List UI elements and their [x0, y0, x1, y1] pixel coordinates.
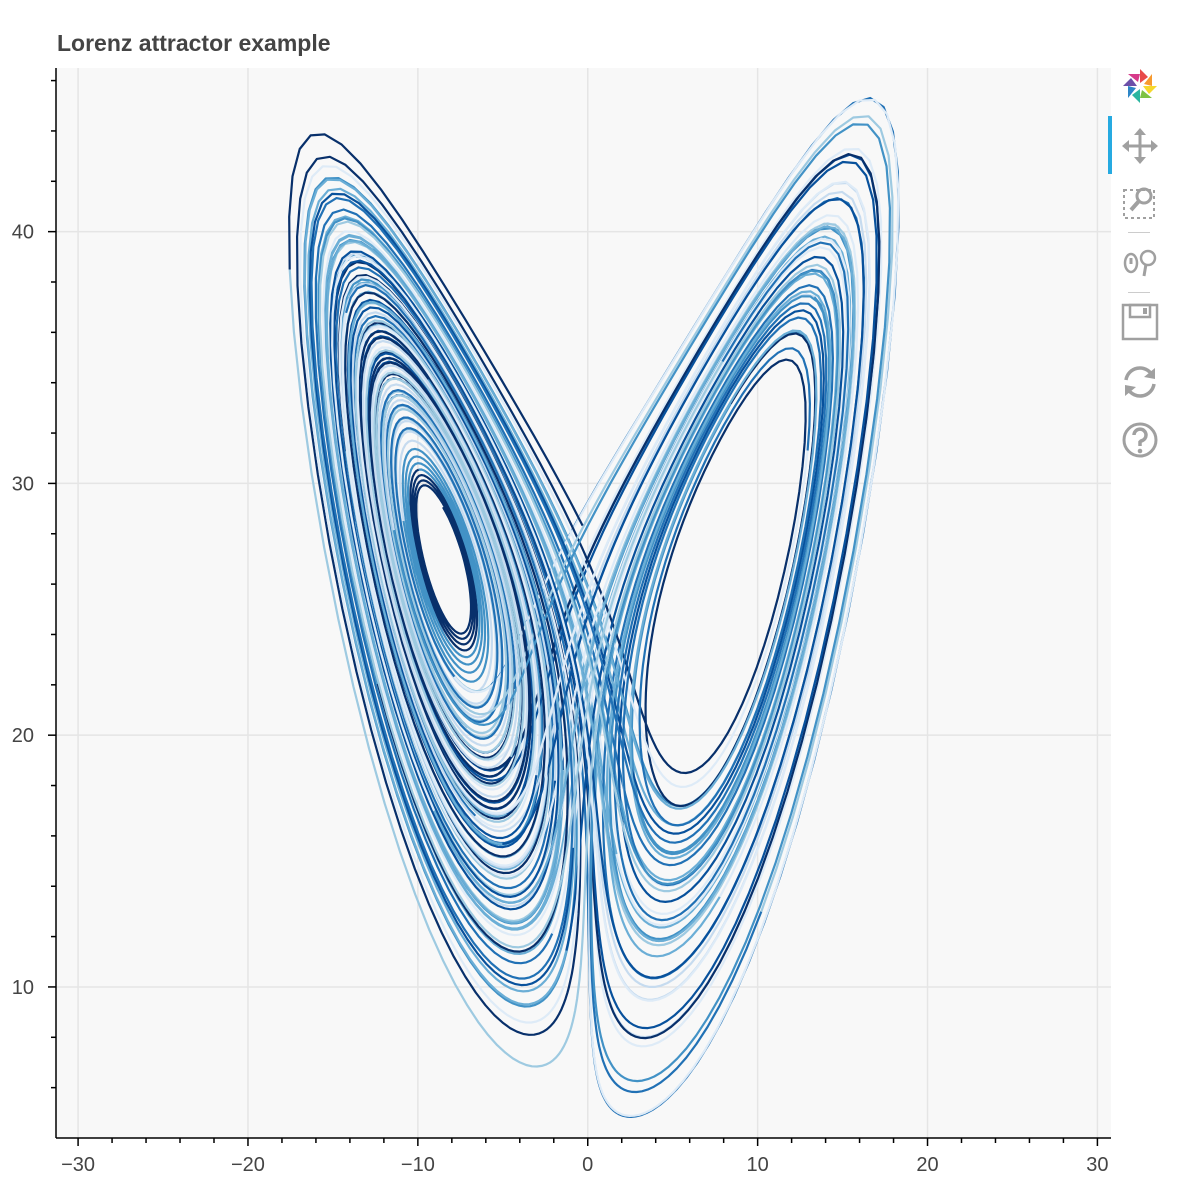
x-tick-label: 30 — [1086, 1154, 1108, 1176]
reset-icon[interactable] — [1120, 362, 1160, 402]
toolbar-separator — [1128, 232, 1150, 233]
series-segment — [329, 198, 865, 979]
x-tick-label: −20 — [231, 1154, 265, 1176]
chart-title: Lorenz attractor example — [57, 30, 331, 56]
grid — [56, 68, 1111, 1138]
pan-icon[interactable] — [1120, 126, 1160, 166]
x-tick-label: 0 — [582, 1154, 593, 1176]
y-tick-label: 40 — [12, 222, 34, 244]
series-segment — [288, 220, 842, 1068]
series-segment — [375, 115, 894, 912]
series-segment — [401, 447, 490, 683]
box-zoom-icon[interactable] — [1120, 182, 1160, 222]
series-segment — [361, 339, 541, 798]
series-segment — [299, 165, 860, 1024]
help-icon[interactable] — [1120, 420, 1160, 460]
x-tick-label: 10 — [747, 1154, 769, 1176]
y-tick-label: 20 — [12, 725, 34, 747]
series-segment — [325, 225, 856, 943]
toolbar — [1108, 60, 1172, 480]
y-tick-label: 10 — [12, 977, 34, 999]
series-segment — [332, 160, 878, 1030]
series-segment — [317, 123, 891, 1083]
series-segment — [296, 155, 817, 1036]
active-tool-indicator — [1108, 116, 1112, 174]
series-segment — [322, 230, 851, 937]
x-tick-label: −30 — [61, 1154, 95, 1176]
series-segment — [310, 197, 850, 980]
y-tick-label: 30 — [12, 473, 34, 495]
series-segment — [344, 291, 569, 953]
series-segment — [308, 192, 845, 987]
toolbar-separator — [1128, 292, 1150, 293]
series-segment — [345, 319, 552, 880]
save-icon[interactable] — [1120, 302, 1160, 342]
series-segment — [331, 180, 871, 1002]
axes: −30 −20 −10 0 10 20 30 10 20 30 40 — [12, 68, 1111, 1176]
series-lines — [288, 96, 900, 1118]
series-segment — [303, 178, 832, 1006]
series-segment — [409, 468, 479, 652]
x-tick-label: 20 — [916, 1154, 938, 1176]
bokeh-logo-icon[interactable] — [1120, 66, 1160, 106]
series-segment — [288, 133, 584, 527]
wheel-zoom-icon[interactable] — [1120, 242, 1160, 282]
x-tick-label: −10 — [401, 1154, 435, 1176]
series-segment — [379, 389, 517, 740]
